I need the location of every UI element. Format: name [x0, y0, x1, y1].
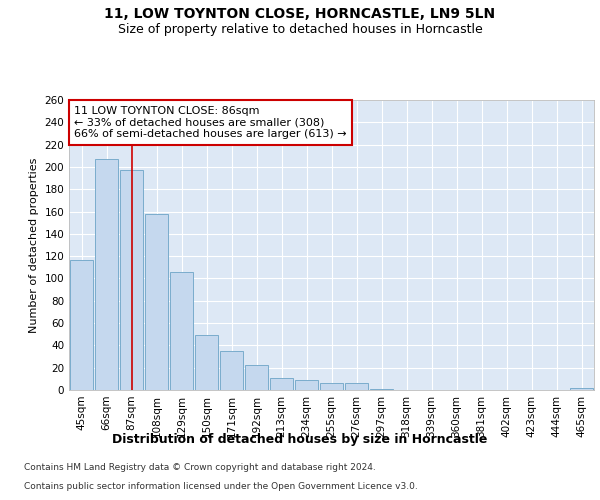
Text: Contains public sector information licensed under the Open Government Licence v3: Contains public sector information licen… [24, 482, 418, 491]
Bar [245, 366, 268, 390]
Bar [170, 272, 193, 390]
Bar [269, 378, 293, 390]
Text: Distribution of detached houses by size in Horncastle: Distribution of detached houses by size … [112, 432, 488, 446]
Bar [145, 214, 169, 390]
Bar [344, 384, 368, 390]
Bar [95, 159, 118, 390]
Bar [569, 388, 593, 390]
Bar [119, 170, 143, 390]
Bar [370, 389, 394, 390]
Y-axis label: Number of detached properties: Number of detached properties [29, 158, 39, 332]
Text: 11, LOW TOYNTON CLOSE, HORNCASTLE, LN9 5LN: 11, LOW TOYNTON CLOSE, HORNCASTLE, LN9 5… [104, 8, 496, 22]
Text: 11 LOW TOYNTON CLOSE: 86sqm
← 33% of detached houses are smaller (308)
66% of se: 11 LOW TOYNTON CLOSE: 86sqm ← 33% of det… [74, 106, 347, 139]
Bar [70, 260, 94, 390]
Bar [220, 351, 244, 390]
Text: Contains HM Land Registry data © Crown copyright and database right 2024.: Contains HM Land Registry data © Crown c… [24, 464, 376, 472]
Bar [320, 384, 343, 390]
Bar [194, 336, 218, 390]
Bar [295, 380, 319, 390]
Text: Size of property relative to detached houses in Horncastle: Size of property relative to detached ho… [118, 22, 482, 36]
